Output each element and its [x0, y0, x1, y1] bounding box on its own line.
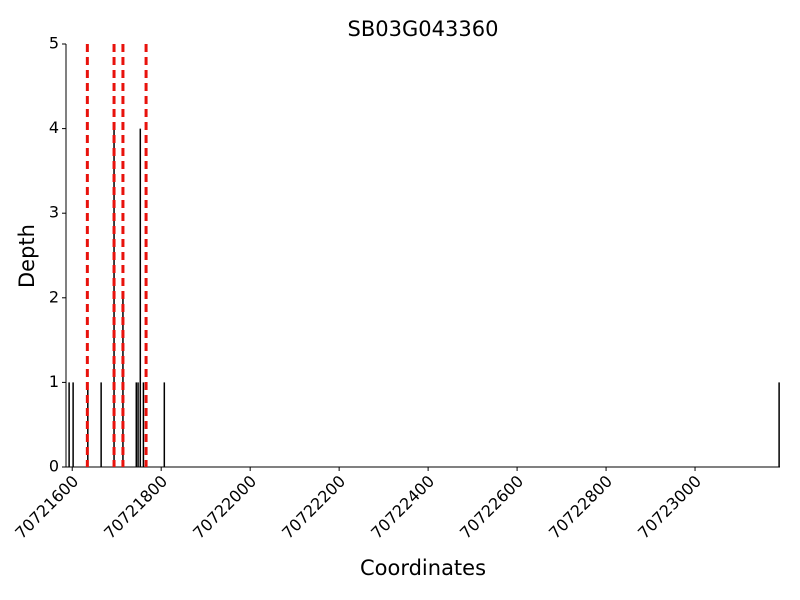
x-tick-label: 70723000 [634, 472, 705, 543]
x-tick-label: 70722400 [367, 472, 438, 543]
x-tick-label: 70722800 [545, 472, 616, 543]
x-axis-label: Coordinates [360, 556, 486, 580]
y-axis-label: Depth [15, 224, 39, 288]
x-tick-label: 70722200 [278, 472, 349, 543]
y-tick-label: 1 [49, 372, 59, 391]
y-tick-label: 0 [49, 457, 59, 476]
y-tick-label: 2 [49, 287, 59, 306]
y-tick-label: 4 [49, 118, 59, 137]
x-tick-label: 70722600 [456, 472, 527, 543]
y-tick-label: 3 [49, 203, 59, 222]
x-tick-label: 70721800 [100, 472, 171, 543]
chart-title: SB03G043360 [348, 17, 499, 41]
x-tick-label: 70722000 [189, 472, 260, 543]
x-tick-label: 70721600 [11, 472, 82, 543]
y-tick-label: 5 [49, 34, 59, 53]
